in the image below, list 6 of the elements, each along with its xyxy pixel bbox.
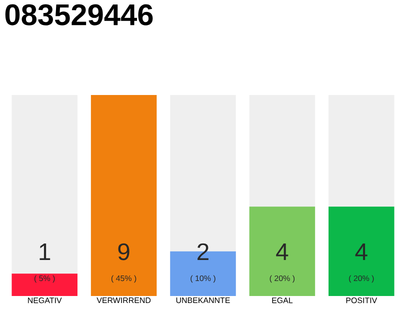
data-label: 9 [118,243,130,260]
bar [12,274,78,296]
data-label: 4 [355,244,368,260]
data-label: 4 [276,244,288,260]
data-label: 1 [40,244,50,260]
chart-title: 083529446 [5,4,153,26]
